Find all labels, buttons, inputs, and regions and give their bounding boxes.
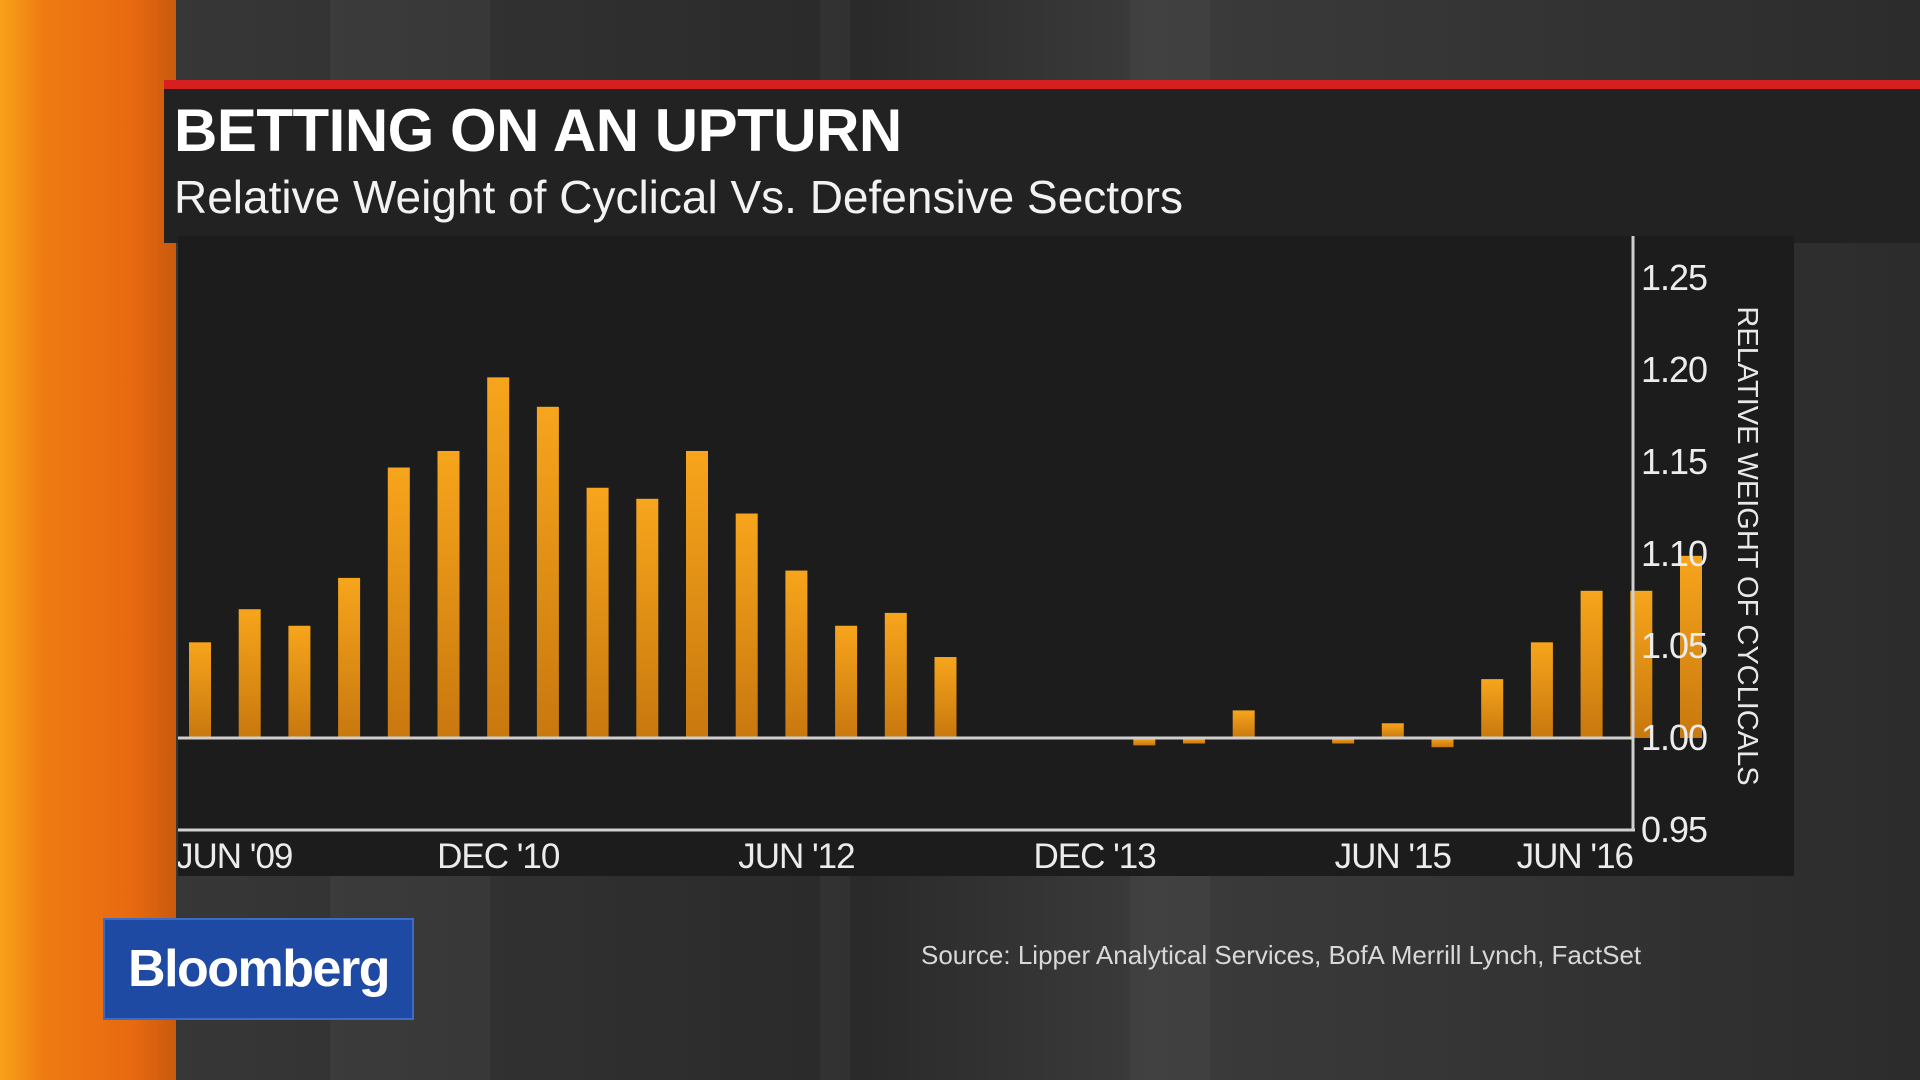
bloomberg-logo-text: Bloomberg bbox=[128, 940, 390, 998]
bar bbox=[1133, 738, 1156, 746]
bar bbox=[1381, 723, 1404, 738]
x-tick-label: JUN '12 bbox=[738, 837, 854, 876]
bar bbox=[686, 450, 708, 738]
bar bbox=[934, 657, 957, 738]
bar bbox=[437, 450, 460, 738]
bar bbox=[586, 487, 609, 738]
bar bbox=[1332, 738, 1355, 744]
y-tick-label: 1.20 bbox=[1641, 349, 1707, 390]
bar bbox=[785, 570, 808, 738]
plot-panel: 1.25 1.20 1.15 1.10 1.05 1.00 0.95 JUN '09 DEC … bbox=[178, 236, 1794, 876]
bar bbox=[735, 513, 758, 738]
bar-chart: 1.25 1.20 1.15 1.10 1.05 1.00 0.95 JUN '09 DEC … bbox=[178, 236, 1763, 876]
bar bbox=[338, 577, 361, 738]
bar bbox=[1232, 710, 1255, 738]
bar bbox=[1580, 590, 1603, 738]
bar bbox=[487, 377, 510, 738]
bar bbox=[288, 625, 311, 738]
y-tick-labels: 1.25 1.20 1.15 1.10 1.05 1.00 0.95 bbox=[1641, 257, 1708, 850]
chart-subtitle: Relative Weight of Cyclical Vs. Defensiv… bbox=[174, 171, 1183, 223]
bar bbox=[189, 642, 211, 738]
bar bbox=[884, 612, 907, 738]
bar bbox=[1481, 679, 1504, 738]
x-tick-label: JUN '16 bbox=[1517, 837, 1633, 876]
bar bbox=[1183, 738, 1205, 744]
bar bbox=[238, 609, 261, 738]
x-tick-label: JUN '15 bbox=[1335, 837, 1451, 876]
bar bbox=[1680, 555, 1702, 738]
bars-group bbox=[189, 377, 1702, 748]
orange-side-bar bbox=[0, 0, 176, 1080]
bar bbox=[536, 406, 559, 738]
y-axis-label: RELATIVE WEIGHT OF CYCLICALS bbox=[1731, 306, 1763, 785]
x-tick-label: DEC '10 bbox=[437, 837, 560, 876]
chart-title: BETTING ON AN UPTURN bbox=[174, 97, 902, 164]
bar bbox=[387, 467, 410, 738]
header-band bbox=[164, 80, 1920, 243]
y-tick-label: 1.15 bbox=[1641, 441, 1707, 482]
bar bbox=[1431, 738, 1454, 748]
x-tick-labels: JUN '09 DEC '10 JUN '12 DEC '13 JUN '15 JUN '… bbox=[178, 837, 1634, 876]
bar bbox=[835, 625, 858, 738]
y-tick-label: 1.25 bbox=[1641, 257, 1707, 298]
x-tick-label: DEC '13 bbox=[1033, 837, 1155, 876]
bar bbox=[1530, 642, 1553, 738]
bar bbox=[1630, 590, 1653, 738]
source-note: Source: Lipper Analytical Services, BofA… bbox=[921, 940, 1642, 970]
y-tick-label: 1.00 bbox=[1641, 717, 1707, 758]
y-tick-label: 1.05 bbox=[1641, 625, 1707, 666]
bloomberg-logo: Bloomberg bbox=[103, 918, 414, 1020]
y-tick-label: 1.10 bbox=[1641, 533, 1707, 574]
x-tick-label: JUN '09 bbox=[178, 837, 292, 876]
y-tick-label: 0.95 bbox=[1641, 809, 1707, 850]
bar bbox=[636, 498, 659, 738]
